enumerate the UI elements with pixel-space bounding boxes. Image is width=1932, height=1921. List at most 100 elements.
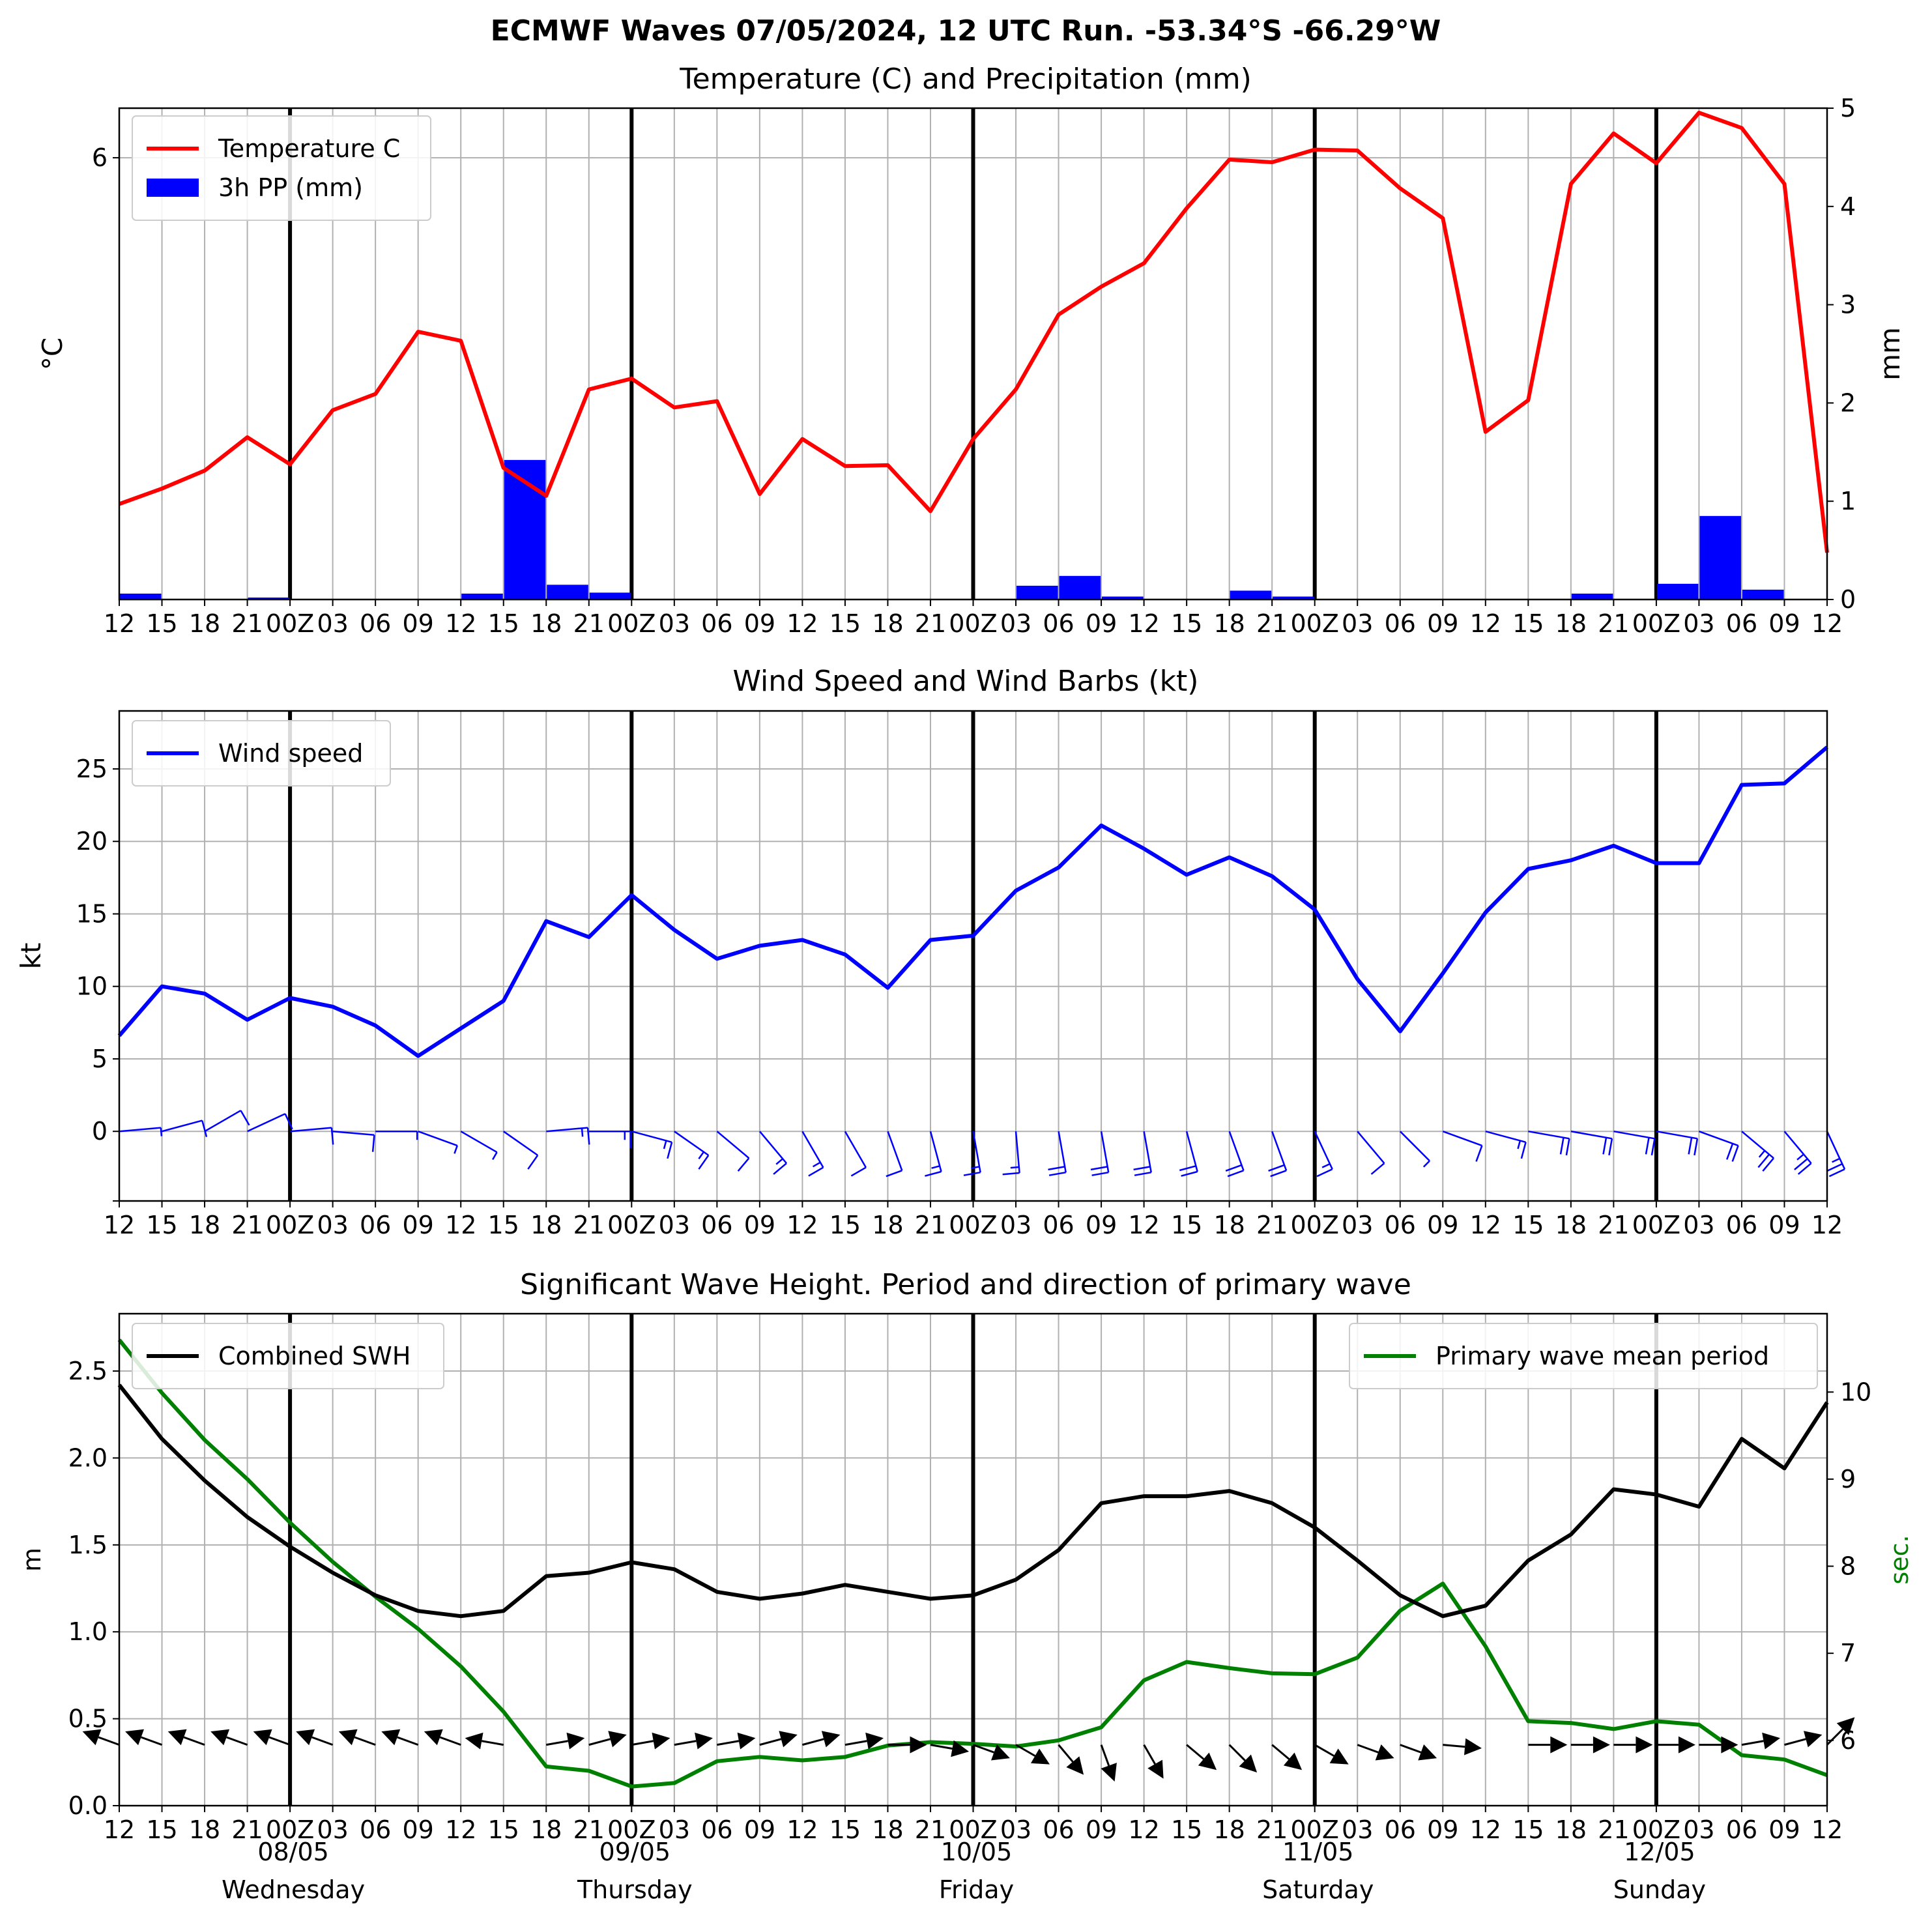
wave-direction-arrowhead: [608, 1731, 627, 1748]
wind-x-tick-label: 21: [1256, 1211, 1288, 1239]
wind-barb: [963, 1131, 981, 1176]
wave-direction-arrow: [1784, 1738, 1806, 1746]
temp-legend-swatch: [147, 179, 199, 197]
wave-direction-arrow: [1314, 1744, 1334, 1757]
temp-panel-title: Temperature (C) and Precipitation (mm): [679, 63, 1252, 96]
wave-direction-arrow: [1741, 1740, 1764, 1746]
temp-x-tick-label: 03: [1683, 609, 1714, 638]
temp-x-tick-label: 03: [1342, 609, 1373, 638]
wave-direction-arrow: [439, 1736, 461, 1746]
temp-x-tick-label: 09: [1768, 609, 1800, 638]
wind-x-tick-label: 12: [1811, 1211, 1843, 1239]
wave-direction-arrow: [1400, 1744, 1422, 1754]
wave-direction-arrow: [930, 1744, 953, 1750]
wave-direction-arrowhead: [652, 1732, 670, 1750]
temp-x-tick-label: 03: [317, 609, 348, 638]
wind-barb: [1698, 1131, 1739, 1162]
wind-barb: [886, 1131, 903, 1177]
wave-direction-arrowhead: [1147, 1759, 1164, 1779]
wave-direction-arrow: [1143, 1744, 1156, 1765]
day-weekday-label: Friday: [939, 1875, 1014, 1904]
wind-x-tick-label: 03: [317, 1211, 348, 1239]
wave-x-tick-label: 00Z: [607, 1815, 656, 1844]
wind-x-tick-label: 06: [701, 1211, 732, 1239]
wind-x-tick-label: 00Z: [607, 1211, 656, 1239]
precip-bar: [1699, 515, 1741, 599]
wave-direction-arrow: [844, 1740, 867, 1746]
wave-x-tick-label: 00Z: [1291, 1815, 1339, 1844]
wave-y-tick-label: 1.0: [68, 1617, 108, 1646]
wave-direction-arrow: [141, 1736, 163, 1746]
wind-barb: [1357, 1131, 1385, 1175]
wind-barb: [631, 1130, 673, 1159]
wave-y-tick-label: 1.5: [68, 1531, 108, 1559]
temp-x-tick-label: 21: [1256, 609, 1288, 638]
wave-direction-arrowhead: [1678, 1736, 1695, 1754]
wind-y-tick-label: 20: [76, 827, 108, 856]
temp-x-tick-label: 00Z: [607, 609, 656, 638]
precip-bar: [1571, 593, 1613, 599]
temp-x-tick-label: 12: [1470, 609, 1501, 638]
temp-y2-tick-label: 4: [1840, 192, 1856, 221]
precip-bar: [1656, 583, 1699, 599]
wave-direction-arrow: [1100, 1744, 1110, 1767]
wind-y-tick-label: 25: [76, 755, 108, 783]
wave-x-tick-label: 15: [1512, 1815, 1544, 1844]
wave-direction-arrowhead: [1283, 1752, 1303, 1770]
wind-barb: [1225, 1131, 1245, 1177]
temp-x-tick-label: 21: [915, 609, 946, 638]
wind-barb: [1741, 1131, 1774, 1172]
wave-y-tick-label: 0.5: [68, 1705, 108, 1733]
wave-direction-arrowhead: [737, 1732, 756, 1750]
wave-x-tick-label: 09: [1768, 1815, 1800, 1844]
wave-x-tick-label: 09: [1427, 1815, 1458, 1844]
wind-x-tick-label: 00Z: [266, 1211, 314, 1239]
precip-bar: [1016, 585, 1058, 599]
wind-barb: [332, 1130, 375, 1152]
precip-bar: [547, 585, 588, 599]
temp-legend-label: Temperature C: [218, 134, 400, 163]
wind-barb: [716, 1131, 750, 1172]
wind-speed-line: [117, 745, 1828, 1058]
wave-x-tick-label: 18: [1213, 1815, 1245, 1844]
wind-x-tick-label: 12: [786, 1211, 818, 1239]
wave-direction-arrowhead: [338, 1729, 358, 1746]
wave-x-tick-label: 12: [1811, 1815, 1843, 1844]
wind-barb: [1090, 1131, 1110, 1176]
temp-x-tick-label: 00Z: [1632, 609, 1680, 638]
day-date-label: 10/05: [941, 1838, 1013, 1866]
temp-x-tick-label: 18: [872, 609, 903, 638]
wave-x-tick-label: 15: [488, 1815, 519, 1844]
wave-direction-arrowhead: [1066, 1756, 1084, 1775]
wind-barb: [1002, 1131, 1020, 1176]
wind-barb: [1442, 1131, 1483, 1162]
wind-barb: [588, 1130, 632, 1149]
wave-direction-arrow: [1015, 1744, 1036, 1757]
temp-y2-tick-label: 3: [1840, 291, 1856, 319]
wind-x-tick-label: 03: [659, 1211, 690, 1239]
wind-barb: [119, 1127, 163, 1136]
precip-bar: [248, 597, 290, 599]
temp-y2-tick-label: 2: [1840, 388, 1856, 417]
wave-direction-arrowhead: [1593, 1736, 1610, 1754]
wave-x-tick-label: 12: [1128, 1815, 1159, 1844]
wave-period-line: [117, 1338, 1828, 1789]
wind-y-tick-label: 15: [76, 899, 108, 928]
wind-barb: [674, 1131, 710, 1170]
period-y-axis-label: sec.: [1885, 1535, 1914, 1584]
temp-x-tick-label: 15: [146, 609, 177, 638]
wave-direction-arrow: [397, 1736, 419, 1746]
wave-direction-arrow: [588, 1738, 611, 1746]
wave-period-legend-box: [1349, 1323, 1818, 1389]
wind-x-tick-label: 12: [445, 1211, 476, 1239]
temp-x-tick-label: 03: [1000, 609, 1031, 638]
wind-x-tick-label: 21: [231, 1211, 263, 1239]
wind-panel-title: Wind Speed and Wind Barbs (kt): [733, 665, 1199, 698]
wave-x-tick-label: 18: [872, 1815, 903, 1844]
wave-x-tick-label: 06: [1385, 1815, 1416, 1844]
wave-direction-arrowhead: [210, 1729, 230, 1746]
temp-x-tick-label: 06: [360, 609, 391, 638]
wind-y-axis-label: kt: [15, 943, 47, 970]
wind-barb: [460, 1131, 498, 1161]
temp-x-tick-label: 09: [1427, 609, 1458, 638]
